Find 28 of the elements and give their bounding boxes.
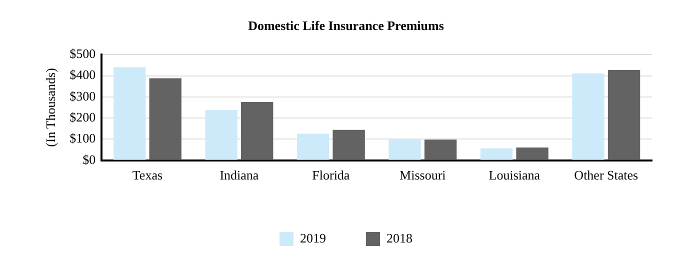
y-tick-label: $200 bbox=[70, 110, 96, 124]
x-tick-label: Indiana bbox=[220, 168, 259, 183]
bar bbox=[205, 110, 238, 160]
x-tick-label: Louisiana bbox=[488, 168, 540, 183]
bar bbox=[332, 130, 365, 160]
bar bbox=[480, 148, 513, 160]
legend-label: 2019 bbox=[300, 230, 326, 246]
y-tick-label: $100 bbox=[70, 130, 96, 146]
bar bbox=[516, 147, 548, 160]
bar bbox=[608, 70, 640, 160]
bar bbox=[572, 73, 604, 160]
bar bbox=[388, 140, 421, 160]
x-tick-label: Other States bbox=[574, 168, 638, 183]
y-axis-title: (In Thousands) bbox=[43, 68, 58, 147]
y-tick-label: $500 bbox=[70, 46, 96, 62]
chart-title: Domestic Life Insurance Premiums bbox=[248, 18, 444, 34]
bar bbox=[296, 134, 330, 160]
y-tick-label: $300 bbox=[70, 88, 96, 104]
bar bbox=[240, 102, 274, 160]
x-tick-label: Missouri bbox=[400, 168, 446, 183]
x-tick-label: Florida bbox=[312, 168, 350, 183]
bar bbox=[424, 140, 457, 160]
y-tick-label: $400 bbox=[70, 67, 96, 82]
x-tick-label: Texas bbox=[132, 168, 163, 183]
bar bbox=[113, 67, 146, 160]
y-tick-label: $0 bbox=[82, 152, 96, 167]
bar bbox=[149, 78, 182, 160]
legend-label: 2018 bbox=[386, 230, 412, 246]
